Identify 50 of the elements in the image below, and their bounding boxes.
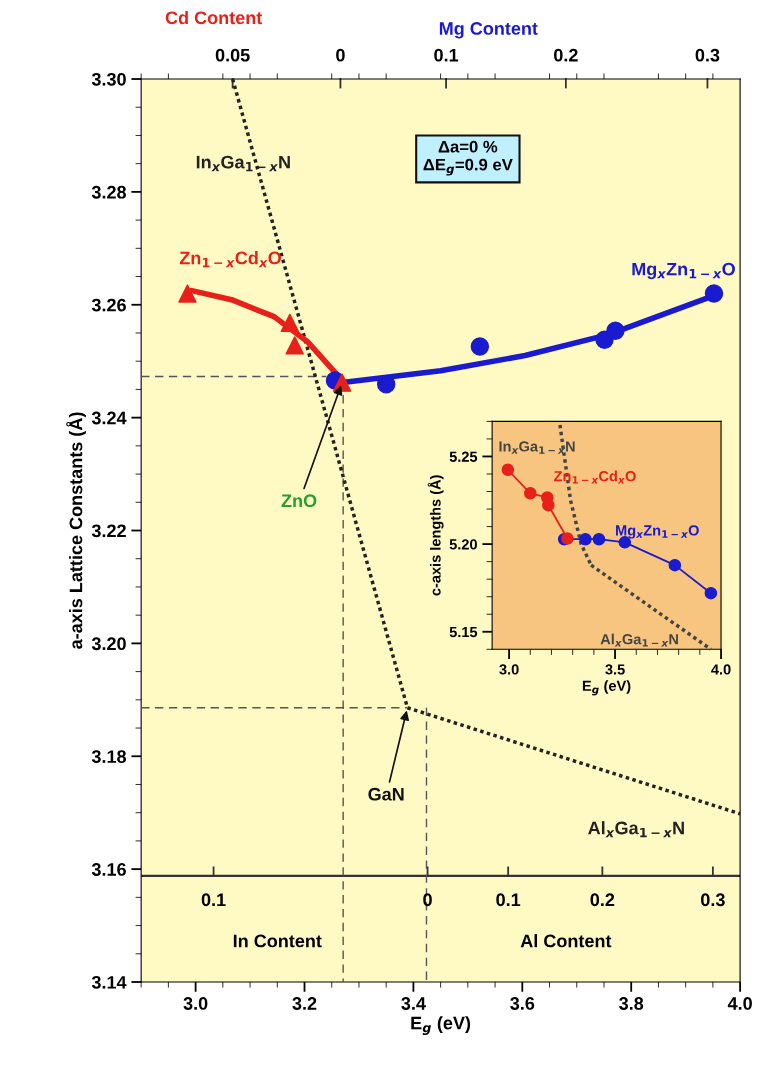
text: 0.05 [215, 48, 250, 62]
x-tick-label: 3.6 [510, 997, 535, 1010]
x-tick-label: 3.5 [605, 664, 625, 675]
annotation: 0.1 [201, 893, 226, 907]
x-tick-label: 3.0 [183, 997, 208, 1010]
text: 0.3 [695, 48, 720, 62]
y-tick-label: 5.20 [449, 539, 477, 550]
annotation: 0.1 [496, 893, 521, 907]
text: 0.1 [434, 48, 459, 62]
y-tick-label: 5.25 [449, 451, 478, 462]
series-label: In$_{x}$Ga$_{1−x}$N [196, 155, 290, 172]
series-label: Mg$_{x}$Zn$_{1−x}$O [632, 262, 735, 280]
annotation: 0.3 [701, 893, 725, 907]
y-tick-label: 3.22 [91, 524, 126, 538]
y-axis-title: c-axis lengths (Å) [427, 475, 444, 596]
x-tick-label: 3.2 [292, 997, 317, 1010]
y-tick-label: 3.20 [91, 637, 126, 651]
y-tick-label: 5.15 [449, 627, 478, 638]
annotation: ZnO [281, 494, 317, 508]
x-axis-title: E$_{g}$ (eV) [411, 1016, 471, 1035]
annotation: 0.2 [590, 893, 615, 907]
y-tick-label: 3.30 [91, 72, 126, 86]
text: Mg Content [439, 22, 538, 39]
text: 0.2 [554, 48, 578, 62]
annotation: 0 [423, 893, 432, 907]
annotation: In Content [233, 934, 322, 948]
annotation: GaN [368, 787, 404, 801]
y-tick-label: 3.14 [91, 975, 127, 989]
y-tick-label: 3.28 [91, 185, 127, 199]
series-label: Mg$_{x}$Zn$_{1−x}$O [616, 525, 699, 539]
annotation: Al Content [520, 934, 612, 948]
x-tick-label: 4.0 [727, 997, 752, 1010]
y-tick-label: 3.24 [91, 411, 127, 425]
annotation: Δa=0 % ΔE$_{g}$=0.9 eV [423, 140, 513, 176]
y-axis-title: a-axis Lattice Constants (Å) [66, 412, 86, 649]
x-tick-label: 3.8 [619, 997, 644, 1010]
series-label: Al$_{x}$Ga$_{1−x}$N [600, 633, 678, 647]
y-tick-label: 3.26 [91, 298, 126, 312]
text: 0 [336, 48, 345, 62]
y-tick-label: 3.18 [91, 750, 127, 764]
series-label: In$_{x}$Ga$_{1−x}$N [499, 441, 575, 454]
series-label: Zn$_{1−x}$Cd$_{x}$O [179, 251, 281, 268]
series-label: Al$_{x}$Ga$_{1−x}$N [588, 821, 684, 838]
x-tick-label: 3.0 [499, 664, 519, 675]
series-label: Zn$_{1−x}$Cd$_{x}$O [554, 470, 636, 484]
x-tick-label: 3.4 [401, 997, 426, 1010]
x-tick-label: 4.0 [711, 664, 731, 675]
y-tick-label: 3.16 [91, 863, 126, 876]
text: Cd Content [165, 10, 263, 25]
x-axis-title: E$_{g}$ (eV) [582, 680, 631, 696]
